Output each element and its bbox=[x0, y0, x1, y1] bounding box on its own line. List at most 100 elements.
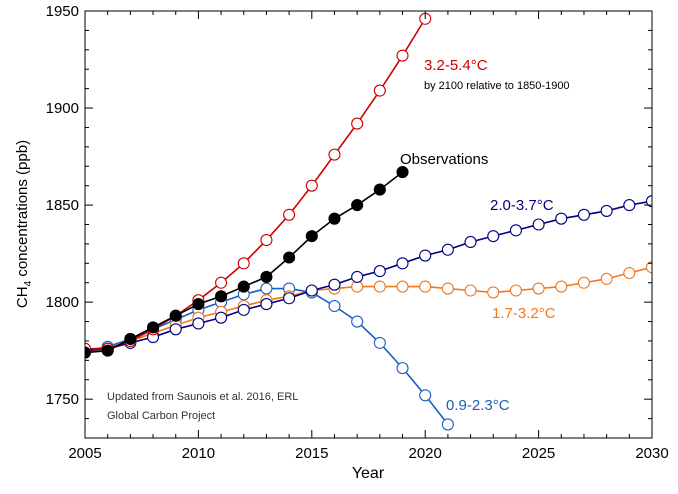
annotation-scenario-low: 0.9-2.3°C bbox=[446, 397, 510, 414]
data-point bbox=[169, 323, 182, 336]
data-point bbox=[192, 298, 205, 311]
y-axis-label-subscript: 4 bbox=[23, 280, 34, 286]
source-note-line2: Global Carbon Project bbox=[107, 410, 215, 422]
data-point bbox=[577, 276, 591, 289]
data-point bbox=[305, 284, 318, 297]
data-point bbox=[419, 249, 432, 262]
data-point bbox=[215, 276, 228, 289]
data-point bbox=[441, 243, 454, 256]
data-point bbox=[237, 257, 250, 270]
data-point bbox=[373, 336, 386, 349]
data-point bbox=[237, 303, 250, 316]
data-point bbox=[464, 235, 477, 249]
y-axis-label-main: CH bbox=[14, 286, 31, 308]
data-point bbox=[464, 284, 477, 297]
data-point bbox=[328, 278, 341, 291]
data-point bbox=[305, 230, 318, 243]
data-point bbox=[260, 282, 273, 295]
data-point bbox=[192, 317, 205, 330]
data-point bbox=[396, 166, 409, 179]
data-point bbox=[260, 233, 273, 247]
x-tick-label: 2030 bbox=[635, 445, 668, 462]
plot-frame bbox=[84, 10, 653, 439]
data-point bbox=[283, 208, 296, 221]
data-point bbox=[600, 204, 613, 217]
data-point bbox=[328, 148, 341, 161]
data-point bbox=[351, 199, 364, 212]
series-group bbox=[85, 166, 409, 359]
data-point bbox=[351, 270, 364, 283]
data-point bbox=[645, 261, 652, 274]
data-point bbox=[283, 251, 296, 264]
y-axis-label: CH4 concentrations (ppb) bbox=[14, 140, 34, 308]
ticks-layer: 2005 2010 2015 2020 2025 2030 1750 1800 1850 1900… bbox=[46, 3, 669, 462]
data-point bbox=[509, 224, 522, 237]
y-tick-label: 1950 bbox=[46, 3, 79, 20]
x-tick-label: 2010 bbox=[182, 445, 215, 462]
data-point bbox=[351, 117, 364, 130]
x-tick-label: 2015 bbox=[295, 445, 328, 462]
data-point bbox=[283, 292, 296, 305]
data-point bbox=[351, 315, 364, 328]
data-point bbox=[260, 270, 273, 283]
data-point bbox=[396, 257, 409, 270]
series-line bbox=[85, 18, 426, 350]
series-line bbox=[85, 266, 652, 352]
annotation-scenario-mid-low: 1.7-3.2°C bbox=[492, 305, 556, 322]
y-tick-label: 1850 bbox=[46, 197, 79, 214]
data-point bbox=[169, 309, 182, 322]
data-point bbox=[373, 265, 386, 278]
data-point bbox=[373, 280, 386, 293]
data-point bbox=[85, 346, 92, 359]
x-axis-label: Year bbox=[352, 465, 385, 482]
data-point bbox=[441, 282, 454, 295]
y-tick-label: 1750 bbox=[46, 391, 79, 408]
x-tick-label: 2020 bbox=[409, 445, 442, 462]
data-point bbox=[645, 195, 652, 208]
y-axis-label-rest: concentrations (ppb) bbox=[14, 140, 31, 281]
data-point bbox=[600, 272, 613, 285]
series-layer bbox=[85, 12, 652, 431]
data-point bbox=[487, 230, 500, 243]
data-point bbox=[373, 84, 386, 97]
data-point bbox=[623, 199, 636, 212]
data-point bbox=[441, 418, 454, 431]
data-point bbox=[215, 290, 228, 303]
data-point bbox=[328, 299, 341, 313]
data-point bbox=[396, 280, 409, 293]
data-point bbox=[305, 179, 318, 192]
data-point bbox=[419, 280, 432, 293]
y-tick-label: 1800 bbox=[46, 294, 79, 311]
y-tick-label: 1900 bbox=[46, 100, 79, 117]
data-point bbox=[577, 208, 591, 221]
series-group bbox=[85, 261, 652, 357]
data-point bbox=[532, 282, 545, 295]
annotation-reference-period: by 2100 relative to 1850-1900 bbox=[424, 80, 570, 92]
data-point bbox=[555, 280, 568, 293]
data-point bbox=[101, 344, 114, 357]
annotation-scenario-high: 3.2-5.4°C bbox=[424, 57, 488, 74]
data-point bbox=[260, 298, 273, 311]
series-group bbox=[85, 195, 652, 357]
data-point bbox=[215, 311, 228, 324]
data-point bbox=[373, 183, 386, 196]
data-point bbox=[124, 332, 137, 346]
data-point bbox=[328, 212, 341, 225]
data-point bbox=[487, 286, 500, 299]
data-point bbox=[146, 321, 160, 334]
data-point bbox=[396, 362, 409, 375]
x-tick-label: 2005 bbox=[68, 445, 101, 462]
annotation-scenario-mid-high: 2.0-3.7°C bbox=[490, 197, 554, 214]
source-note-line1: Updated from Saunois et al. 2016, ERL bbox=[107, 391, 298, 403]
data-point bbox=[396, 49, 409, 62]
annotation-observations: Observations bbox=[400, 151, 488, 168]
data-point bbox=[555, 212, 568, 225]
data-point bbox=[623, 266, 636, 280]
data-point bbox=[509, 284, 522, 297]
data-point bbox=[419, 389, 432, 402]
x-tick-label: 2025 bbox=[522, 445, 555, 462]
data-point bbox=[532, 218, 545, 231]
data-point bbox=[237, 280, 250, 293]
